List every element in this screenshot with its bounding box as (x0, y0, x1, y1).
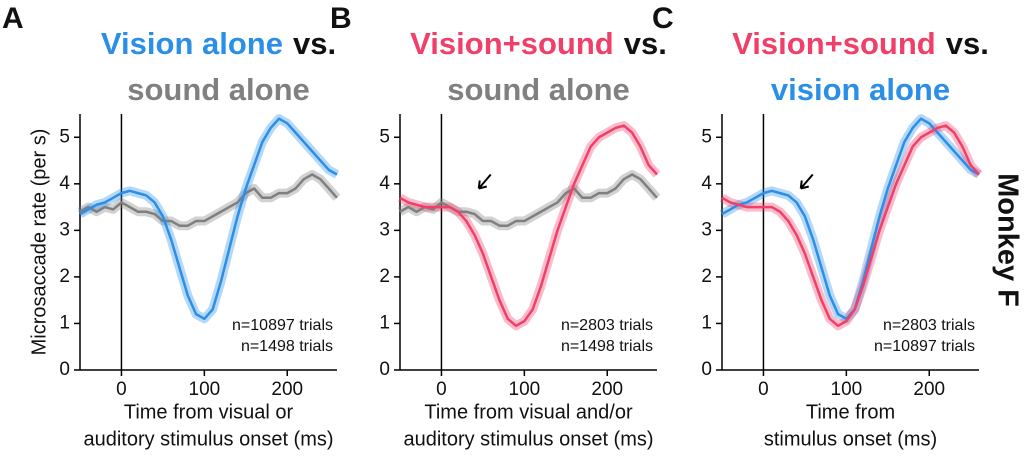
x-tick-label: 100 (509, 379, 541, 400)
panel-letter: A (2, 2, 24, 35)
x-tick-label: 100 (831, 379, 863, 400)
x-axis-label: stimulus onset (ms) (764, 428, 937, 450)
error-band (719, 114, 982, 324)
arrow (477, 173, 492, 190)
panel-letter: C (652, 2, 674, 35)
legend-entry: n=10897 trials (874, 338, 975, 355)
y-tick-label: 5 (379, 126, 390, 147)
y-tick-label: 4 (701, 173, 712, 194)
legend-entry: n=2803 trials (883, 317, 975, 334)
chart-title: Vision+sound vs. (732, 26, 989, 61)
series-line (79, 173, 338, 227)
chart-title: Vision+sound vs. (410, 26, 667, 61)
x-axis-label: Time from visual or (124, 401, 294, 423)
y-axis-label: Microsaccade rate (per s) (28, 129, 50, 356)
y-tick-label: 5 (701, 126, 712, 147)
x-axis-label: auditory stimulus onset (ms) (403, 428, 653, 450)
title-part: vs. (624, 26, 667, 61)
side-label: Monkey F (991, 173, 1023, 307)
x-axis-label: Time from visual and/or (424, 401, 633, 423)
y-tick-label: 1 (379, 312, 390, 333)
y-tick-label: 2 (59, 266, 70, 287)
series-line (79, 117, 338, 321)
legend-entry: n=2803 trials (561, 317, 653, 334)
title-part: vs. (293, 26, 336, 61)
legend-entry: n=1498 trials (561, 338, 653, 355)
x-tick-label: 200 (913, 379, 945, 400)
y-tick-label: 3 (379, 219, 390, 240)
x-tick-label: 0 (436, 379, 447, 400)
x-axis-label: auditory stimulus onset (ms) (83, 428, 333, 450)
y-tick-label: 3 (59, 219, 70, 240)
y-tick-label: 5 (59, 126, 70, 147)
title-part: Vision alone (101, 26, 283, 61)
title-part: Vision+sound (732, 26, 936, 61)
x-tick-label: 0 (116, 379, 127, 400)
y-tick-label: 4 (59, 173, 70, 194)
x-tick-label: 200 (271, 379, 303, 400)
x-tick-label: 0 (758, 379, 769, 400)
series-line (399, 124, 658, 328)
title-part: sound alone (447, 72, 630, 107)
legend-entry: n=1498 trials (241, 338, 333, 355)
series-line (721, 124, 980, 328)
y-tick-label: 0 (701, 359, 712, 380)
x-axis-label: Time from (806, 401, 895, 423)
y-tick-label: 2 (701, 266, 712, 287)
series-line (721, 117, 980, 321)
legend-entry: n=10897 trials (232, 317, 333, 334)
title-part: vs. (946, 26, 989, 61)
arrow (799, 173, 814, 190)
chart-title: sound alone (447, 72, 630, 107)
title-part: sound alone (127, 72, 310, 107)
y-tick-label: 2 (379, 266, 390, 287)
y-tick-label: 1 (701, 312, 712, 333)
title-part: vision alone (771, 72, 950, 107)
panel-letter: B (330, 2, 352, 35)
y-tick-label: 0 (59, 359, 70, 380)
title-part: Vision+sound (410, 26, 614, 61)
chart-title: Vision alone vs. (101, 26, 336, 61)
error-band (719, 121, 983, 331)
y-tick-label: 4 (379, 173, 390, 194)
series-line (399, 173, 658, 227)
chart-title: vision alone (771, 72, 950, 107)
error-band (397, 121, 661, 331)
x-tick-label: 100 (189, 379, 221, 400)
y-tick-label: 3 (701, 219, 712, 240)
x-tick-label: 200 (591, 379, 623, 400)
chart-title: sound alone (127, 72, 310, 107)
y-tick-label: 0 (379, 359, 390, 380)
y-tick-label: 1 (59, 312, 70, 333)
